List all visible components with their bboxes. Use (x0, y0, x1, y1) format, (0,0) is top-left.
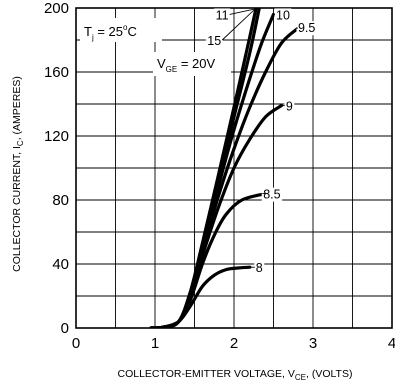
curve-label-15: 15 (207, 34, 221, 48)
y-tick-label: 0 (61, 320, 69, 337)
vge-annotation-bg (153, 52, 231, 76)
curve-label-9-5: 9.5 (298, 21, 315, 35)
curve-label-11: 11 (216, 8, 229, 22)
y-tick-label: 40 (52, 256, 69, 273)
label-leader-line (221, 7, 257, 41)
y-tick-label: 120 (44, 128, 69, 145)
x-tick-label: 2 (230, 335, 238, 352)
curve-label-bg (214, 8, 231, 23)
y-tick-label: 80 (52, 192, 69, 209)
curve-label-bg (205, 34, 223, 48)
curve-vge-15 (149, 8, 258, 328)
label-leaders (205, 7, 317, 276)
tj-annotation: Tj = 25oC (84, 23, 137, 42)
x-tick-label: 0 (72, 335, 80, 352)
y-axis-title: COLLECTOR CURRENT, IC, (AMPERES) (11, 76, 25, 272)
curve-label-8: 8 (256, 261, 263, 275)
y-tick-labels: 0 40 80 120 160 200 (44, 0, 69, 337)
y-tick-label: 200 (44, 0, 69, 17)
curve-label-bg (296, 21, 317, 36)
curve-label-bg (284, 99, 295, 114)
curve-label-10: 10 (276, 8, 290, 22)
x-axis-title: COLLECTOR-EMITTER VOLTAGE, VCE, (VOLTS) (118, 368, 353, 382)
curve-label-bg (274, 8, 292, 23)
x-tick-label: 1 (151, 335, 159, 352)
curve-label-9: 9 (286, 100, 293, 114)
curve-labels: 8 8.5 9 9.5 10 11 15 (207, 8, 315, 275)
tj-annotation-bg (80, 18, 162, 42)
curve-label-bg (254, 261, 265, 276)
curve-vge-8 (149, 265, 252, 328)
x-tick-label: 3 (309, 335, 317, 352)
x-tick-labels: 0 1 2 3 4 (72, 335, 395, 352)
curves (149, 8, 299, 328)
curve-label-bg (261, 187, 283, 202)
curve-label-8-5: 8.5 (263, 188, 280, 202)
vge-annotation: VGE = 20V (157, 56, 216, 74)
y-tick-label: 160 (44, 64, 69, 81)
x-tick-label: 4 (388, 335, 395, 352)
plot-frame (75, 7, 393, 329)
curve-vge-9 (149, 104, 283, 328)
